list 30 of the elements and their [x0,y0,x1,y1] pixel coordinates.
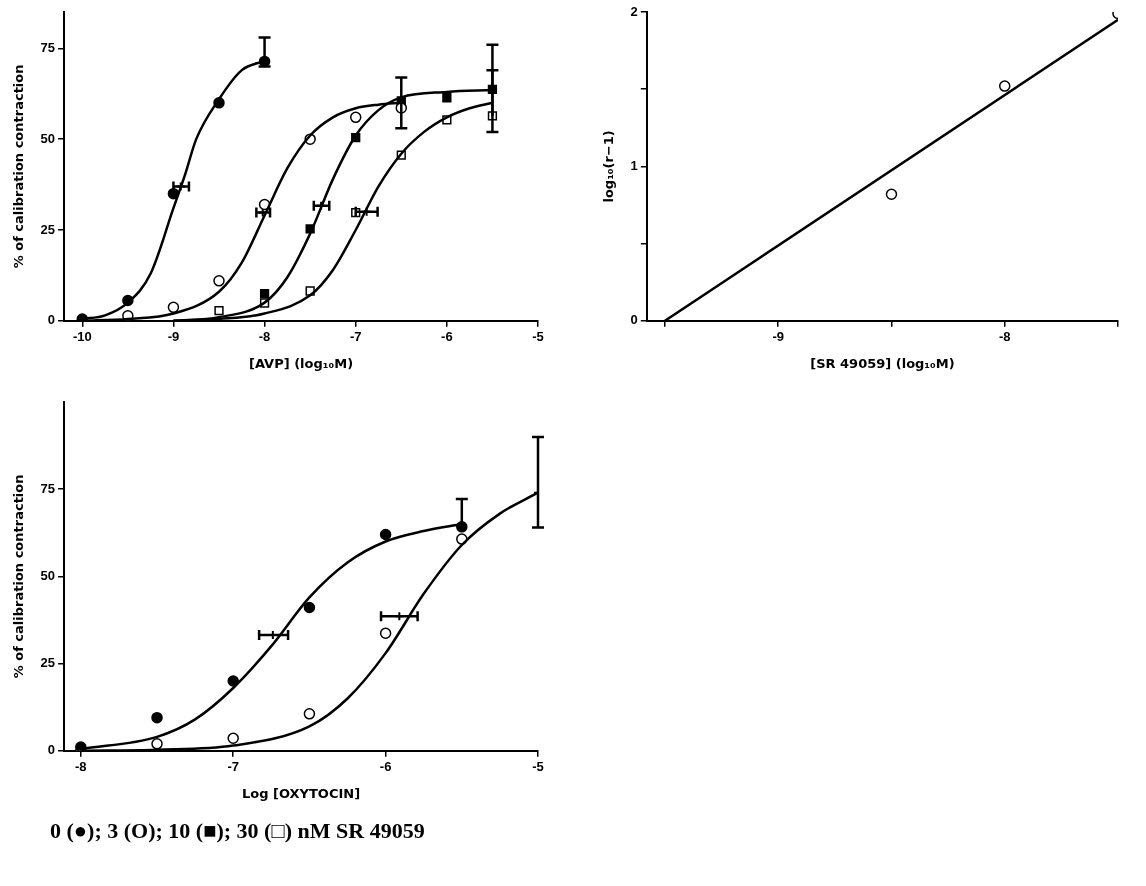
x-tick-label: -5 [532,759,544,775]
x-axis-title: [AVP] (log₁₀M) [248,355,354,371]
y-tick-label: 75 [40,39,56,55]
y-axis-title: log₁₀(r−1) [601,130,617,203]
y-tick-label: 0 [47,312,56,328]
x-tick-label: -9 [167,329,180,345]
y-axis-title: % of calibration contraction [11,474,27,679]
y-tick-label: 50 [40,567,56,583]
x-tick-label: -8 [75,759,87,775]
text: 0 (●); 3 (O); 10 (■); 30 (□) nM SR 49059 [49,818,426,844]
y-tick-label: 2 [630,3,638,19]
x-tick-label: -5 [532,329,544,345]
x-tick-label: -9 [772,329,784,345]
y-tick-label: 0 [630,312,638,328]
x-tick-label: -10 [72,329,92,345]
x-axis-title: Log [OXYTOCIN] [241,785,361,801]
y-tick-label: 1 [630,157,638,173]
y-tick-label: 75 [40,480,56,496]
x-tick-label: -6 [379,759,392,775]
y-tick-label: 0 [47,742,56,758]
y-tick-label: 50 [40,130,56,146]
x-tick-label: -7 [227,759,239,775]
y-tick-label: 25 [40,655,56,671]
x-tick-label: -8 [998,329,1011,345]
x-tick-label: -7 [349,329,362,345]
x-tick-label: -6 [441,329,453,345]
x-axis-title: [SR 49059] (log₁₀M) [810,355,955,371]
x-tick-label: -8 [258,329,271,345]
y-axis-title: % of calibration contraction [11,64,27,269]
y-tick-label: 25 [40,221,56,237]
